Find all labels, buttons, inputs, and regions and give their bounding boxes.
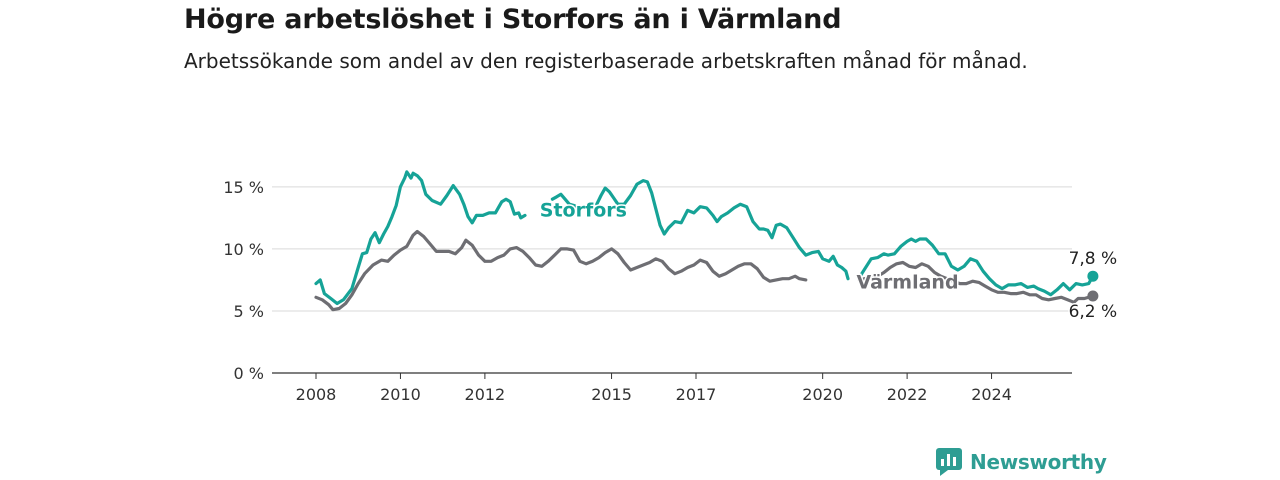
series-name-label: Storfors [540,200,627,222]
x-tick-label: 2012 [465,385,506,404]
chart-title: Högre arbetslöshet i Storfors än i Värml… [184,4,842,35]
series-line-storfors-3 [857,237,1095,297]
newsworthy-logo-icon [936,448,962,476]
chart-subtitle: Arbetssökande som andel av den registerb… [184,49,1028,73]
x-tick-label: 2008 [296,385,337,404]
y-axis-ticks: 0 % 5 % 10 % 15 % [223,178,264,383]
end-value-label: 6,2 % [1069,302,1118,322]
y-tick-label: 0 % [234,364,264,383]
y-tick-label: 5 % [234,302,264,321]
end-point-storfors [1087,270,1099,282]
end-point-värmland [1087,290,1099,302]
series-line-värmland-1 [857,260,1095,304]
newsworthy-logo: Newsworthy [936,448,1107,476]
series-line-storfors-0 [314,170,527,306]
x-tick-label: 2015 [591,385,632,404]
series-line-storfors-1 [550,192,580,209]
x-axis: 2008 2010 2012 2015 2017 2020 2022 2024 [272,372,1072,404]
x-tick-label: 2017 [676,385,717,404]
y-tick-label: 15 % [223,178,264,197]
series-lines [314,170,1099,312]
x-tick-label: 2024 [971,385,1012,404]
series-name-label: Värmland [856,272,958,294]
end-value-label: 7,8 % [1069,249,1118,269]
series-line-värmland-0 [314,229,808,312]
x-tick-label: 2020 [802,385,843,404]
brand-name: Newsworthy [970,450,1107,474]
series-labels: Storfors 7,8 % Värmland 6,2 % [538,198,1118,323]
x-tick-label: 2022 [887,385,928,404]
y-tick-label: 10 % [223,240,264,259]
x-tick-label: 2010 [380,385,421,404]
series-line-storfors-2 [595,179,850,281]
